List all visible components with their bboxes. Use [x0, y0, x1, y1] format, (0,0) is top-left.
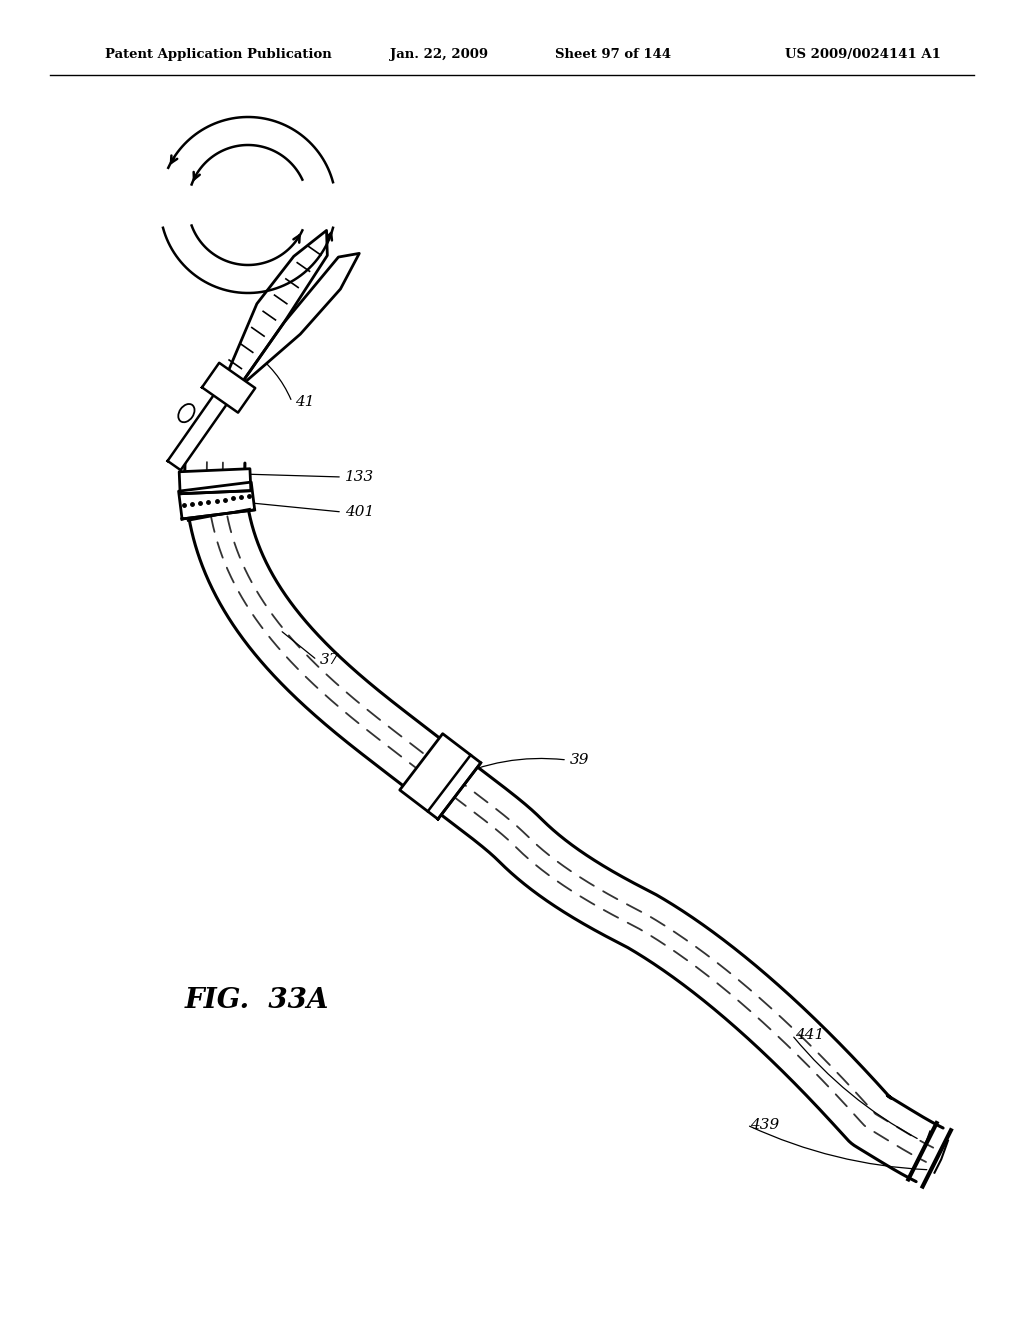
Polygon shape	[179, 469, 251, 494]
Text: 41: 41	[295, 395, 314, 409]
Text: Sheet 97 of 144: Sheet 97 of 144	[555, 48, 671, 61]
Text: 401: 401	[345, 506, 374, 519]
Text: 37: 37	[319, 653, 340, 667]
Polygon shape	[238, 253, 359, 388]
Text: US 2009/0024141 A1: US 2009/0024141 A1	[785, 48, 941, 61]
Text: Patent Application Publication: Patent Application Publication	[105, 48, 332, 61]
Polygon shape	[178, 482, 255, 519]
Polygon shape	[399, 734, 481, 820]
Polygon shape	[184, 462, 943, 1181]
Text: FIG.  33A: FIG. 33A	[185, 986, 330, 1014]
Text: 39: 39	[570, 752, 590, 767]
Text: 133: 133	[345, 470, 374, 484]
Polygon shape	[202, 363, 255, 413]
Polygon shape	[225, 231, 328, 388]
Text: 439: 439	[750, 1118, 779, 1133]
Polygon shape	[168, 379, 238, 470]
Text: Jan. 22, 2009: Jan. 22, 2009	[390, 48, 488, 61]
Text: 441: 441	[795, 1028, 824, 1041]
